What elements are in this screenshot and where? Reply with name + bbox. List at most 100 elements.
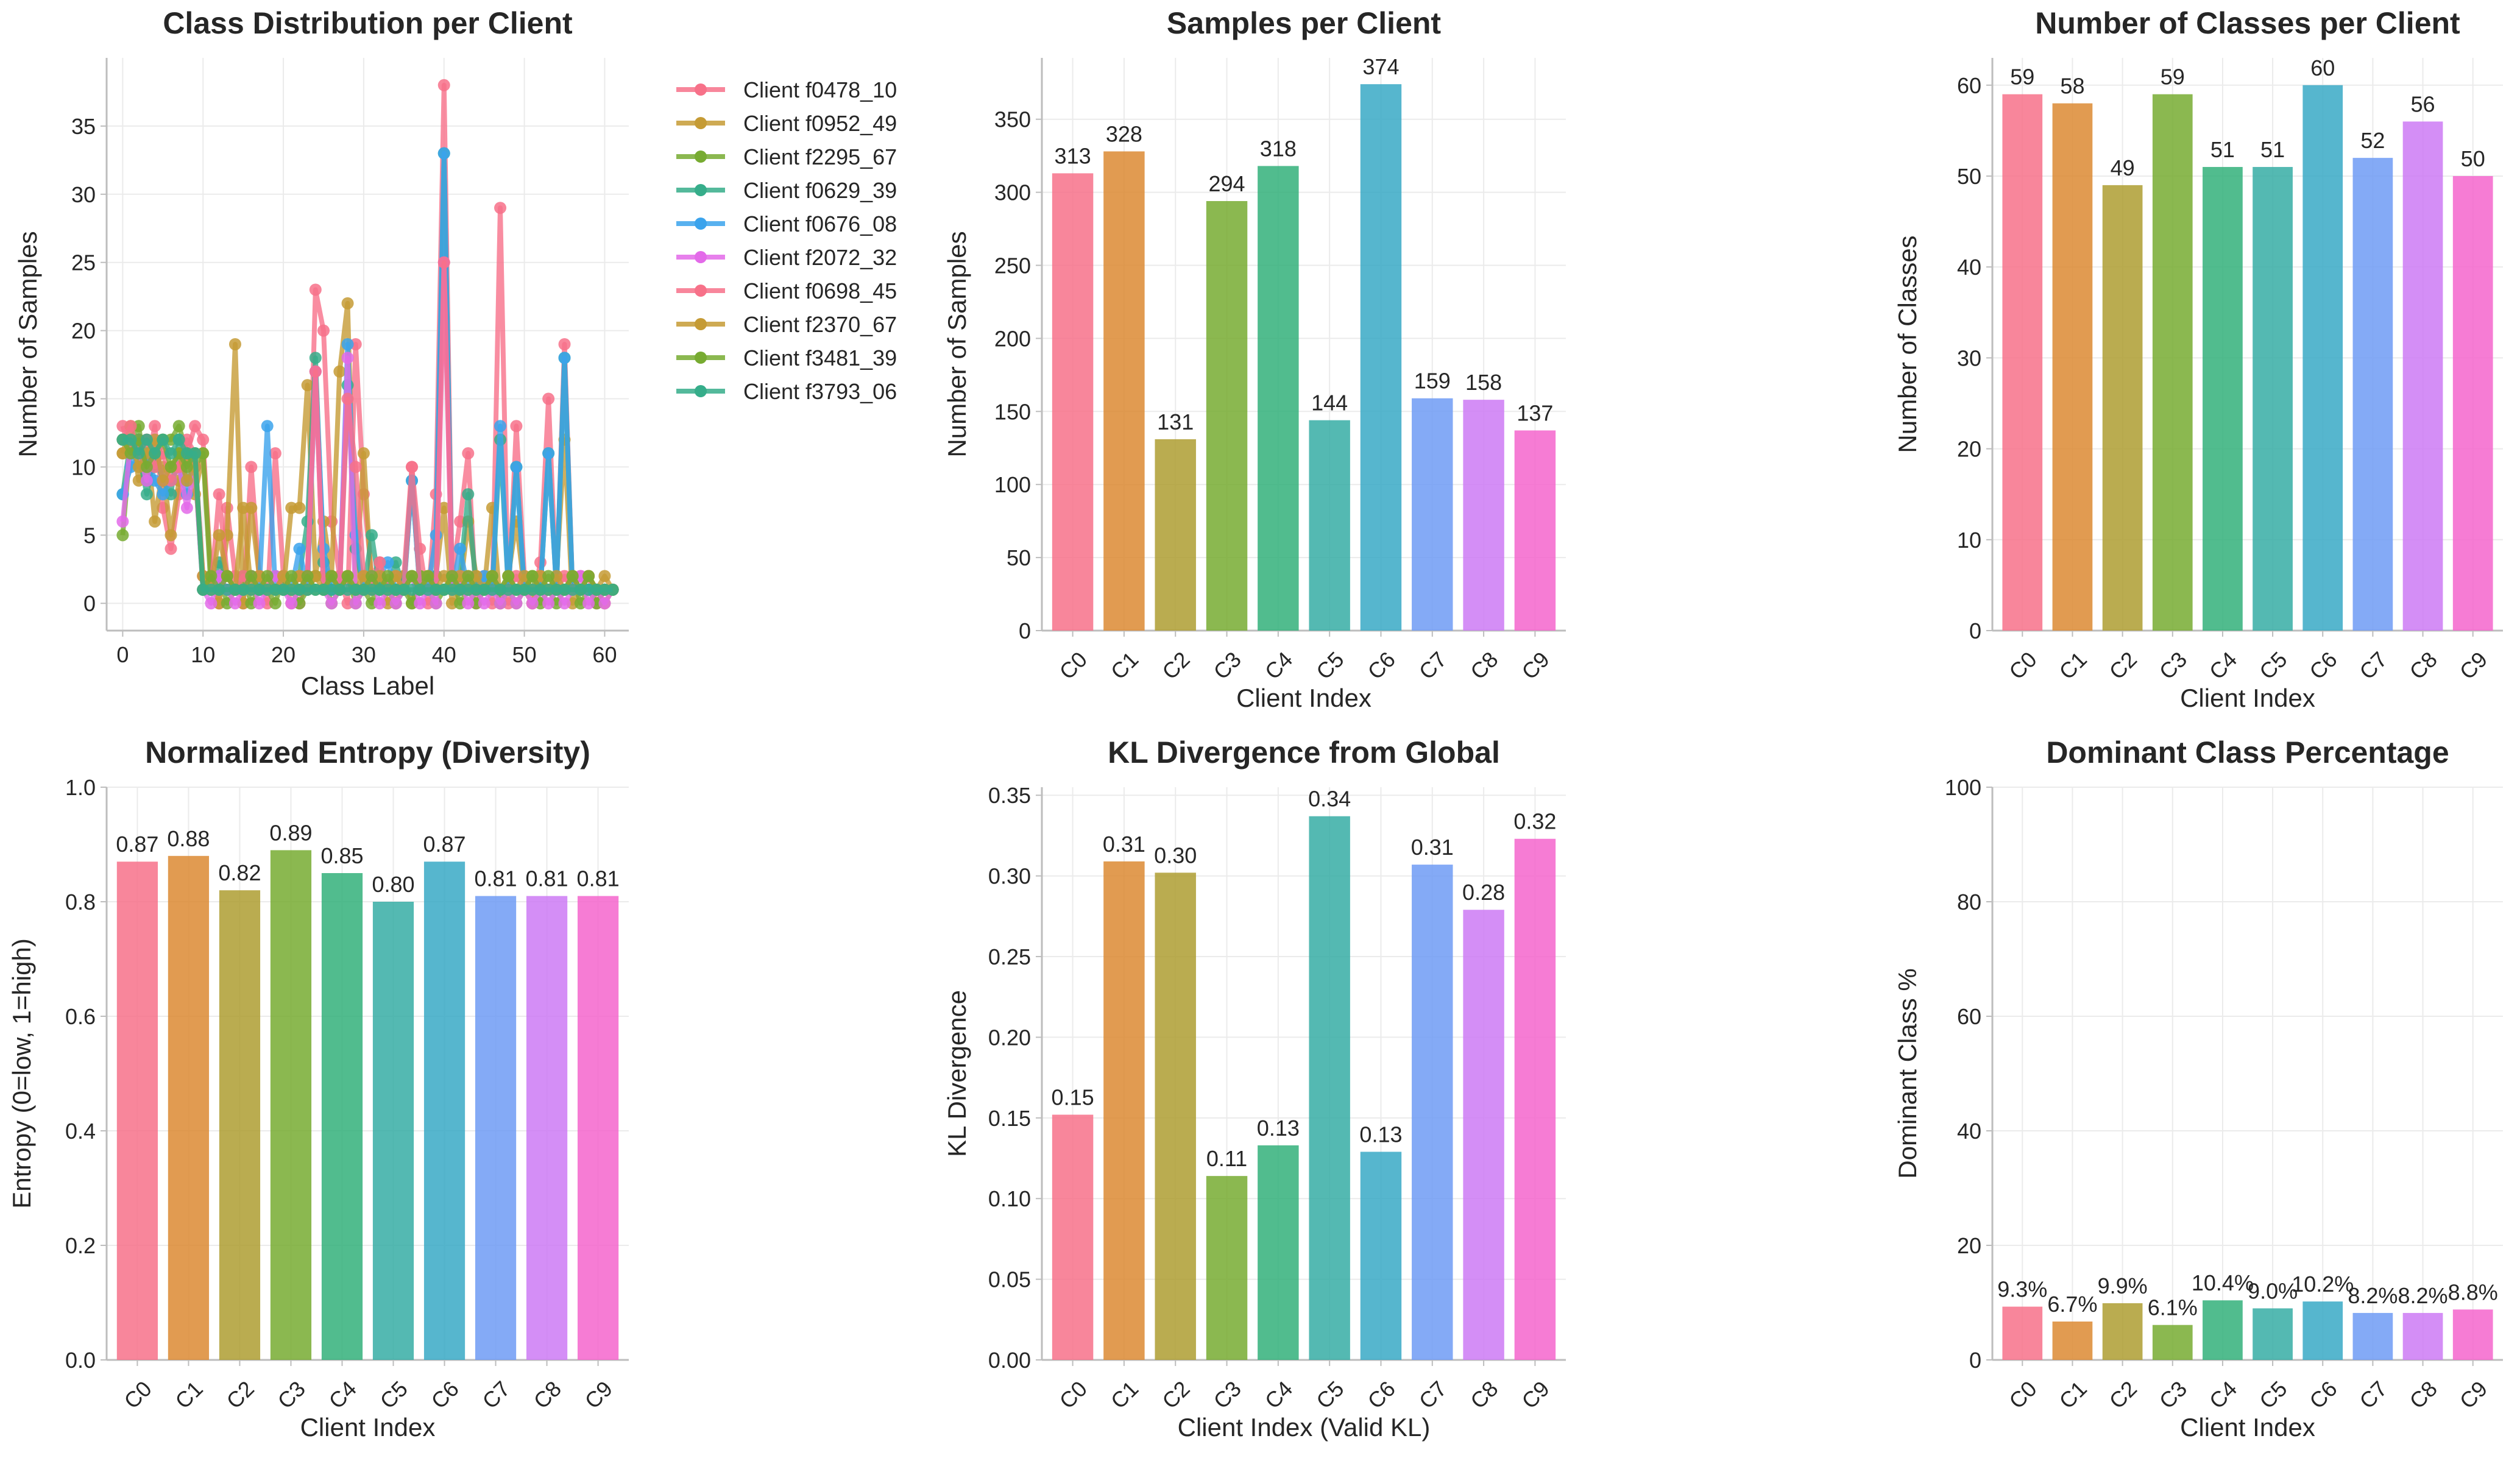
bar-value-label: 0.81 [526, 866, 568, 891]
y-tick-label: 50 [1957, 164, 1981, 189]
bar-C2 [1155, 872, 1196, 1360]
series-point [149, 447, 161, 460]
bar-C8 [2402, 121, 2443, 631]
y-tick-label: 200 [994, 326, 1031, 351]
series-point [558, 352, 571, 364]
x-axis-label: Client Index (Valid KL) [1178, 1413, 1431, 1442]
series-point [132, 447, 145, 460]
series-point [157, 474, 169, 487]
series-point [341, 570, 354, 582]
x-tick-label: C8 [2404, 1376, 2442, 1414]
series-point [349, 461, 362, 473]
bar-value-label: 56 [2411, 91, 2435, 116]
series-point [293, 501, 306, 514]
x-tick-label: C3 [272, 1376, 310, 1414]
bar-C5 [1309, 420, 1350, 631]
x-axis-label: Class Label [301, 671, 434, 700]
series-point [445, 570, 458, 582]
bar-value-label: 0.15 [1052, 1085, 1094, 1110]
y-tick-label: 0.25 [988, 944, 1031, 969]
classes-per-client-chart: 0 10 20 30 40 50 60 Number of Classes per Clien… [1893, 6, 2503, 712]
bar-value-label: 9.0% [2248, 1278, 2298, 1303]
series-point [165, 542, 177, 555]
x-tick-label: 10 [191, 642, 215, 667]
series-point [213, 488, 225, 501]
x-tick-label: C7 [477, 1376, 515, 1414]
series-point [213, 529, 225, 542]
series-point [189, 447, 202, 460]
series-point [140, 488, 153, 501]
y-tick-label: 0.35 [988, 783, 1031, 808]
x-tick-label: C9 [2455, 1376, 2493, 1414]
x-tick-label: C3 [1208, 1376, 1246, 1414]
series-point [437, 79, 450, 91]
y-tick-label: 30 [1957, 345, 1981, 370]
x-tick-label: C5 [1311, 1376, 1349, 1414]
y-axis-label: Entropy (0=low, 1=high) [7, 938, 36, 1209]
x-tick-label: C0 [119, 1376, 157, 1414]
x-tick-label: C4 [324, 1376, 361, 1414]
y-tick-label: 300 [994, 180, 1031, 205]
x-axis-label: Client Index [2180, 1413, 2315, 1442]
x-tick-label: C6 [2304, 646, 2342, 684]
bar-value-label: 50 [2461, 146, 2485, 171]
bar-value-label: 6.7% [2047, 1292, 2097, 1317]
bar-C4 [1258, 166, 1299, 631]
series-point [430, 597, 442, 610]
bar-value-label: 0.34 [1308, 787, 1351, 812]
series-point [180, 501, 193, 514]
series-point [462, 447, 475, 460]
series-point [582, 597, 595, 610]
y-tick-label: 0 [1969, 618, 1981, 643]
class-distribution-legend: Client f0478_10 Client f0952_49 Client f22… [676, 77, 897, 404]
x-tick-label: C9 [580, 1376, 618, 1414]
bar-C8 [2402, 1312, 2443, 1360]
bar-C7 [1412, 865, 1453, 1360]
series-point [124, 420, 137, 433]
bar-value-label: 313 [1055, 143, 1091, 168]
x-tick-label: C1 [1106, 1376, 1144, 1414]
bar-value-label: 8.2% [2398, 1283, 2448, 1308]
legend-marker [695, 83, 707, 96]
x-tick-label: C2 [221, 1376, 259, 1414]
bar-value-label: 0.13 [1257, 1116, 1300, 1141]
series-point [237, 501, 250, 514]
y-tick-label: 100 [1945, 775, 1981, 800]
y-tick-label: 80 [1957, 890, 1981, 915]
x-axis-label: Client Index [2180, 684, 2315, 712]
x-tick-label: C0 [1055, 1376, 1092, 1414]
series-point [598, 570, 611, 582]
y-tick-label: 0.6 [65, 1004, 96, 1029]
x-tick-label: 60 [592, 642, 617, 667]
series-point [228, 338, 241, 350]
bar-value-label: 131 [1157, 409, 1194, 434]
series-point [406, 461, 419, 473]
bar-C7 [475, 896, 517, 1360]
bar-C2 [219, 890, 261, 1360]
normalized-entropy-chart: 0.0 0.2 0.4 0.6 0.8 1.0 Normalized Entropy (Di… [7, 735, 629, 1442]
series-point [309, 365, 322, 378]
series-point [381, 570, 394, 582]
x-tick-label: C4 [2204, 1376, 2242, 1414]
y-tick-label: 0 [1969, 1348, 1981, 1373]
bar-C3 [2152, 94, 2193, 631]
bar-value-label: 158 [1465, 370, 1502, 395]
legend-label: Client f3481_39 [743, 345, 897, 370]
x-tick-label: C5 [375, 1376, 412, 1414]
series-point [149, 420, 161, 433]
y-tick-label: 0.20 [988, 1025, 1031, 1050]
bar-C0 [2002, 1306, 2043, 1360]
y-tick-label: 0.30 [988, 864, 1031, 889]
series-point [373, 556, 386, 569]
legend-label: Client f0478_10 [743, 77, 897, 102]
bar-value-label: 59 [2010, 65, 2034, 90]
bar-C1 [168, 855, 210, 1360]
y-tick-label: 0.0 [65, 1348, 96, 1373]
bar-value-label: 0.30 [1154, 843, 1197, 868]
series-point [582, 570, 595, 582]
series-point [325, 570, 338, 582]
chart-title: KL Divergence from Global [1108, 735, 1500, 770]
series-point [180, 474, 193, 487]
series-point [510, 461, 523, 473]
series-point [269, 447, 281, 460]
